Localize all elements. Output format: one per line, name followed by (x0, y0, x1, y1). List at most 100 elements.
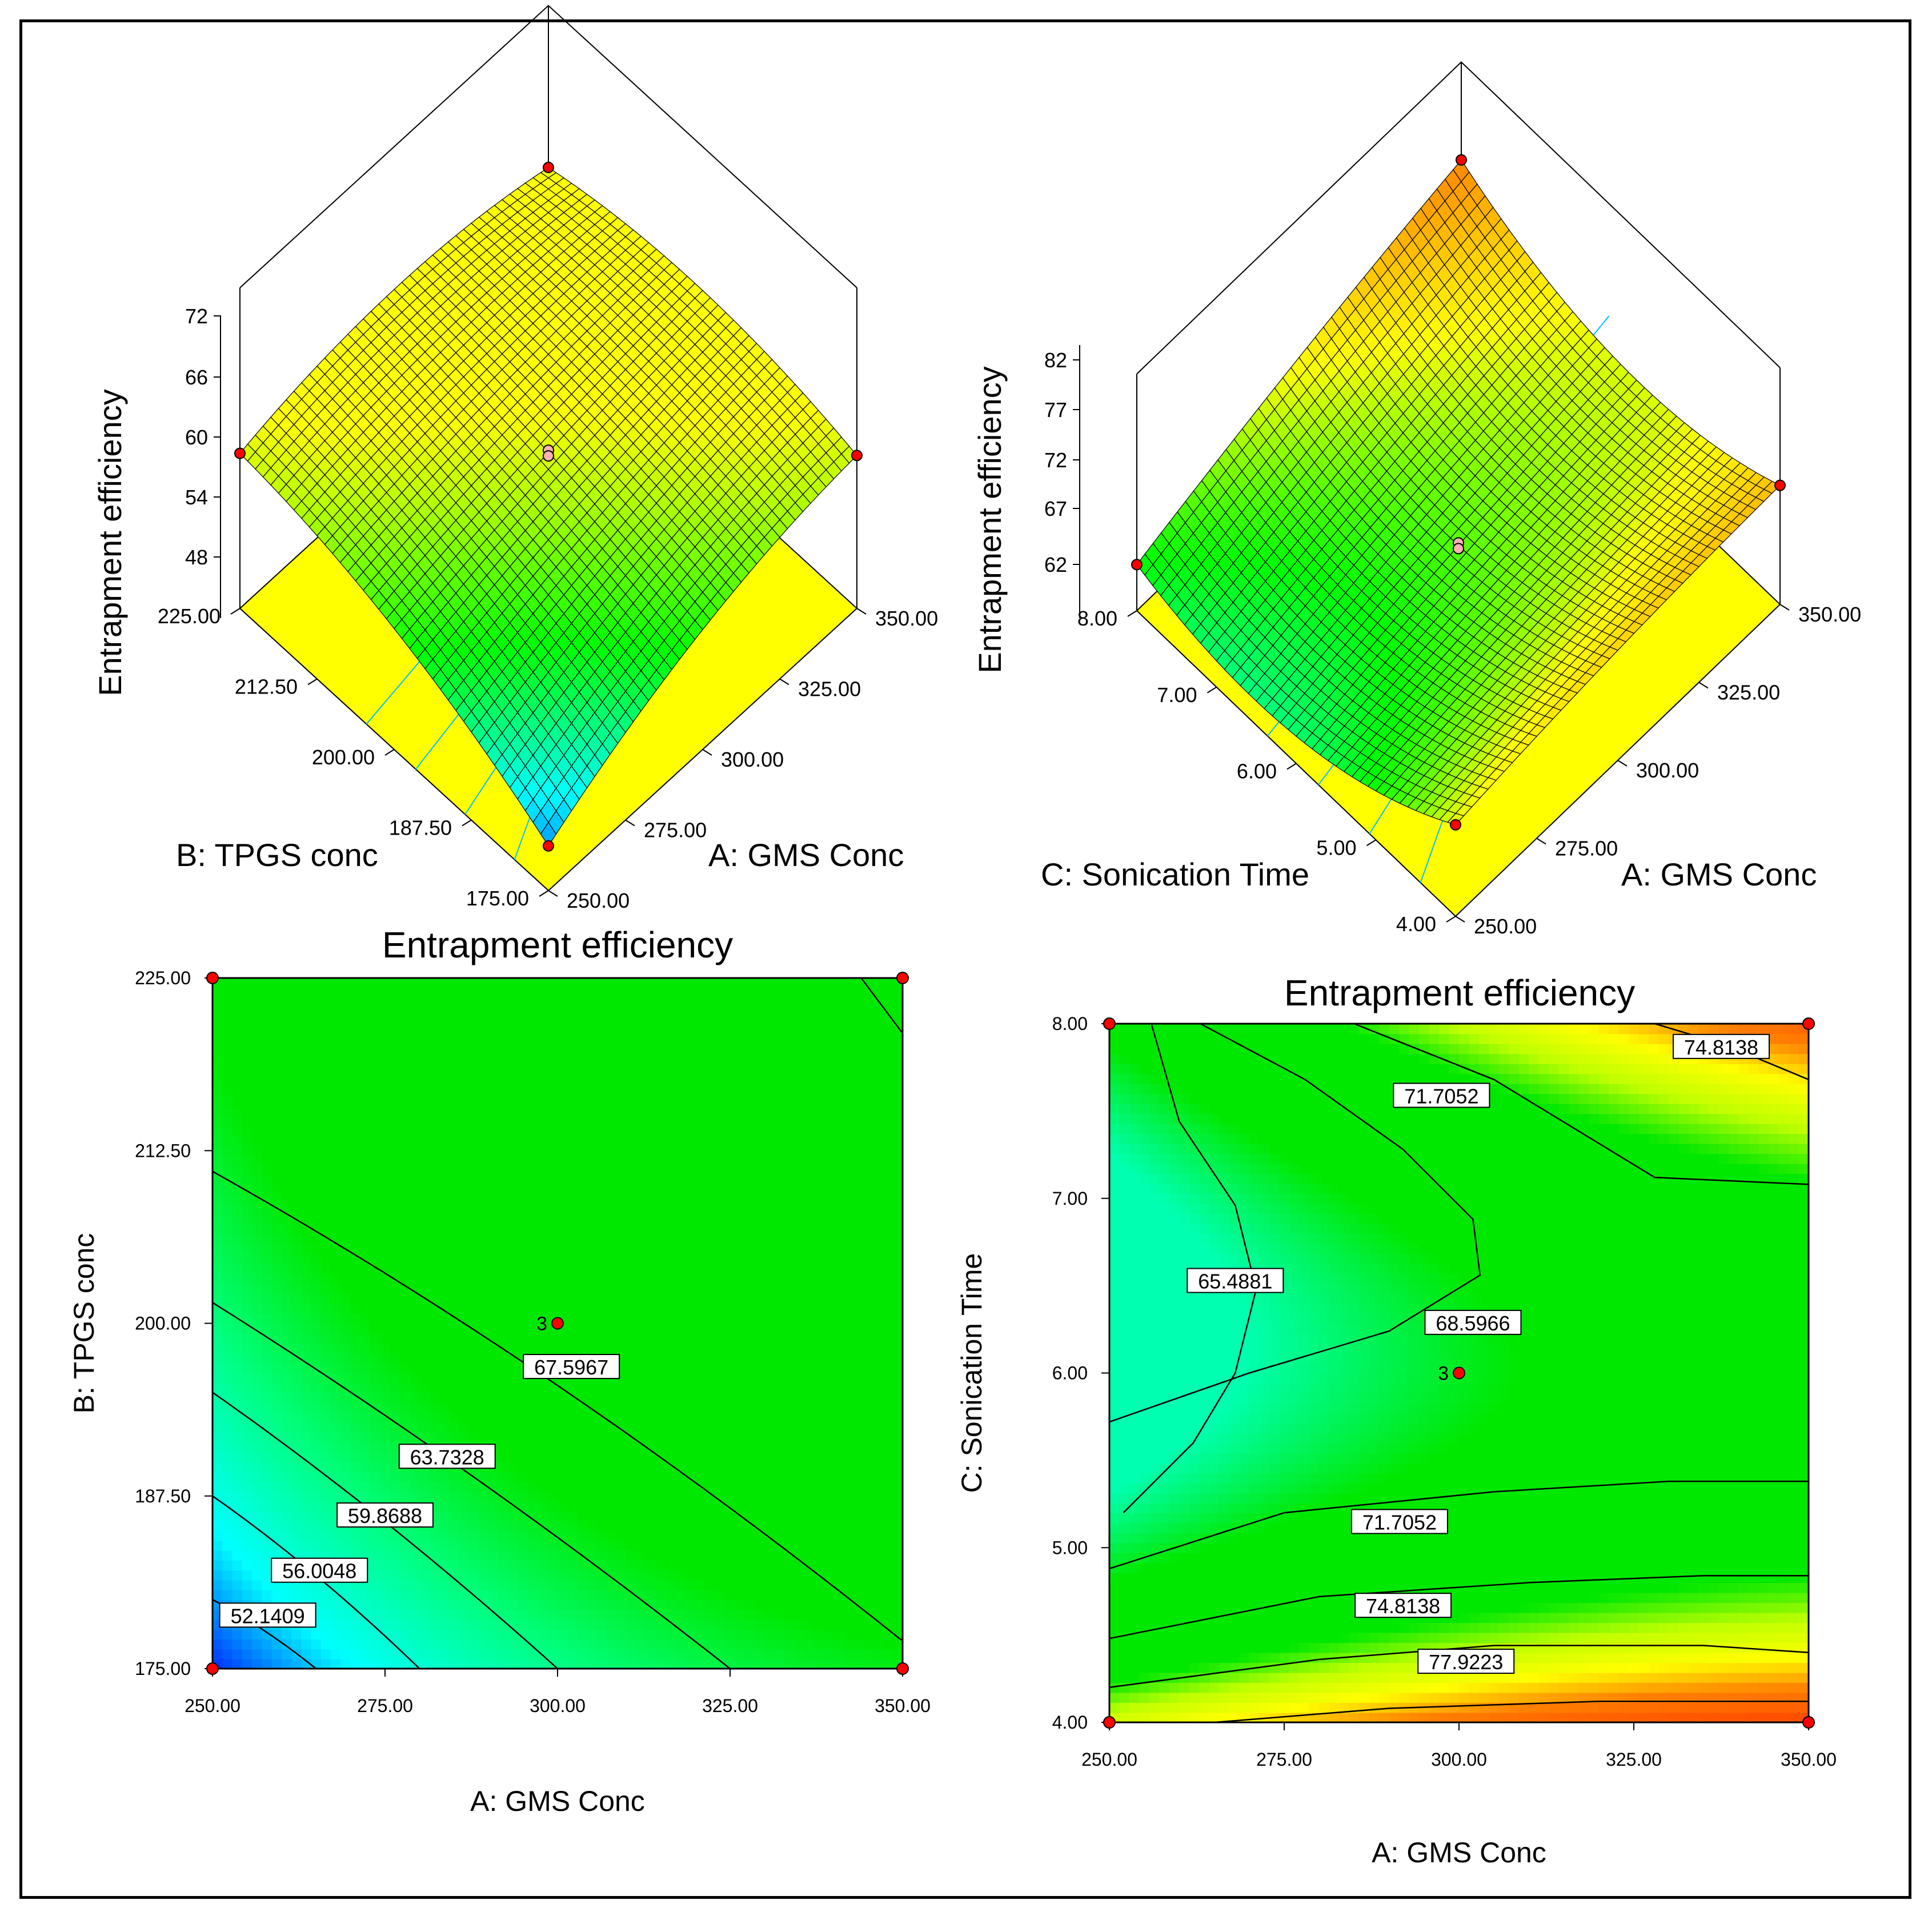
contour-cell (242, 1362, 252, 1373)
contour-cell (331, 1639, 342, 1650)
contour-cell (439, 1609, 450, 1620)
contour-cell (410, 1323, 420, 1334)
contour-cell (232, 1264, 243, 1274)
contour-cell (222, 1333, 233, 1344)
contour-cell (222, 1491, 233, 1502)
contour-cell (439, 1481, 450, 1492)
contour-cell (429, 1362, 440, 1373)
contour-cell (291, 1254, 302, 1265)
contour-cell (439, 1333, 450, 1344)
contour-cell (271, 1658, 282, 1669)
contour-cell (331, 1264, 342, 1274)
contour-cell (262, 1649, 272, 1660)
contour-cell (429, 1264, 440, 1274)
contour-cell (390, 1224, 400, 1235)
contour-cell (390, 1017, 400, 1028)
contour-cell (350, 1224, 361, 1235)
contour-cell (320, 1214, 331, 1225)
contour-cell (350, 1234, 361, 1245)
contour-cell (350, 1027, 361, 1038)
contour-cell (439, 1471, 450, 1482)
contour-cell (410, 1155, 420, 1166)
contour-cell (340, 1353, 351, 1364)
figure-frame (19, 19, 1911, 1899)
contour-cell (340, 1224, 351, 1235)
contour-cell (281, 1422, 292, 1433)
contour-cell (340, 1057, 351, 1068)
contour-cell (252, 1106, 263, 1117)
contour-cell (271, 1471, 282, 1482)
contour-cell (320, 1649, 331, 1660)
contour-cell (320, 1027, 331, 1038)
contour-cell (410, 1007, 420, 1018)
contour-cell (213, 1362, 223, 1373)
contour-cell (232, 1017, 243, 1028)
contour-cell (390, 1422, 400, 1433)
contour-cell (410, 1422, 420, 1433)
contour-cell (340, 1392, 351, 1403)
contour-cell (370, 1313, 381, 1324)
contour-cell (222, 1027, 233, 1038)
contour-cell (320, 1274, 331, 1285)
x-axis-title: A: GMS Conc (1621, 856, 1817, 892)
contour-cell (390, 1076, 400, 1087)
contour-cell (331, 978, 342, 989)
contour-cell (370, 1234, 381, 1245)
design-point (851, 450, 863, 462)
contour-cell (320, 1520, 331, 1531)
contour-cell (252, 1037, 263, 1048)
contour-cell (331, 1432, 342, 1442)
contour-cell (380, 1175, 391, 1186)
contour-cell (252, 1224, 263, 1235)
contour-cell (429, 1589, 440, 1600)
contour-cell (262, 1362, 272, 1373)
contour-cell (242, 1234, 252, 1245)
contour-cell (271, 1234, 282, 1245)
contour-cell (399, 1116, 410, 1127)
contour-cell (390, 1658, 400, 1669)
contour-cell (291, 1096, 302, 1107)
contour-cell (262, 1145, 272, 1156)
contour-cell (370, 1560, 381, 1571)
contour-cell (242, 1501, 252, 1512)
x-tick-label: 350.00 (1798, 603, 1861, 626)
contour-cell (419, 1264, 430, 1274)
contour-cell (331, 1392, 342, 1403)
contour-cell (410, 1057, 420, 1068)
contour-cell (410, 1087, 420, 1097)
contour-cell (301, 1629, 312, 1640)
contour-cell (331, 1619, 342, 1630)
contour-cell (380, 1244, 391, 1255)
contour-cell (291, 1126, 302, 1137)
contour-cell (350, 1452, 361, 1462)
contour-cell (331, 1017, 342, 1028)
contour-cell (291, 1402, 302, 1413)
contour-cell (380, 1126, 391, 1137)
contour-cell (419, 1195, 430, 1206)
contour-cell (232, 1224, 243, 1235)
contour-cell (410, 1649, 420, 1660)
contour-cell (271, 1353, 282, 1364)
z-axis-title: Entrapment efficiency (972, 366, 1008, 673)
contour-cell (262, 1027, 272, 1038)
contour-cell (360, 1234, 371, 1245)
contour-cell (311, 1027, 322, 1038)
contour-cell (399, 1205, 410, 1216)
contour-cell (301, 1007, 312, 1018)
contour-cell (390, 1037, 400, 1048)
contour-cell (360, 1589, 371, 1600)
contour-cell (419, 1136, 430, 1147)
contour-cell (271, 1076, 282, 1087)
contour-cell (331, 1422, 342, 1433)
contour-cell (301, 1362, 312, 1373)
contour-cell (419, 1392, 430, 1403)
contour-cell (320, 1609, 331, 1620)
contour-cell (350, 1422, 361, 1433)
contour-cell (340, 1304, 351, 1314)
contour-cell (271, 997, 282, 1008)
contour-cell (252, 1550, 263, 1561)
contour-cell (271, 1402, 282, 1413)
contour-cell (390, 1629, 400, 1640)
contour-cell (360, 1007, 371, 1018)
contour-cell (291, 1175, 302, 1186)
